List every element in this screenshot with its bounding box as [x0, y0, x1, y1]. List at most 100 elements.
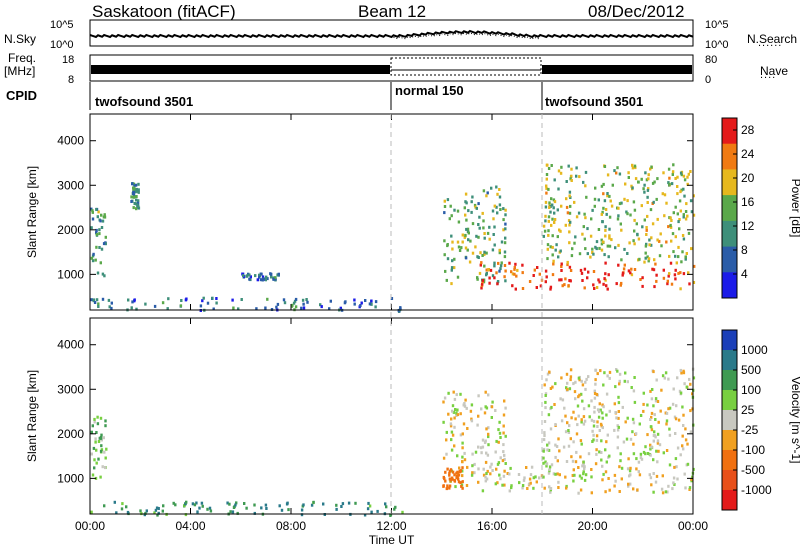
echo-cell [461, 474, 464, 478]
echo-cell [544, 205, 548, 209]
echo-cell [202, 296, 205, 300]
echo-cell [676, 185, 679, 188]
echo-cell [582, 225, 585, 229]
echo-cell [686, 182, 689, 186]
echo-cell [485, 251, 488, 255]
echo-cell [502, 207, 505, 211]
echo-cell [615, 282, 618, 286]
echo-cell [511, 284, 514, 288]
echo-cell [329, 299, 332, 303]
echo-cell [335, 507, 338, 511]
ytick-label: 3000 [57, 382, 84, 396]
echo-cell [460, 246, 463, 250]
echo-cell [672, 481, 675, 485]
echo-cell [551, 245, 554, 249]
echo-cell [594, 186, 597, 190]
echo-cell [634, 432, 638, 436]
echo-cell [453, 257, 456, 261]
freq-panel [89, 54, 694, 82]
echo-cell [551, 234, 554, 238]
echo-cell [573, 473, 576, 477]
echo-cell [667, 484, 670, 488]
echo-cell [561, 398, 565, 402]
echo-cell [631, 417, 635, 421]
echo-cell [493, 204, 496, 208]
echo-cell [665, 419, 669, 423]
echo-cell [682, 213, 685, 217]
echo-cell [606, 287, 609, 291]
echo-cell [542, 456, 545, 460]
echo-cell [601, 403, 604, 407]
echo-cell [679, 453, 682, 457]
echo-cell [674, 177, 677, 180]
echo-cell [485, 194, 488, 198]
echo-cell [496, 211, 499, 215]
colorbar-swatch [722, 272, 737, 299]
echo-cell [482, 189, 486, 193]
echo-cell [464, 213, 467, 217]
echo-cell [521, 287, 525, 290]
echo-cell [674, 268, 677, 272]
echo-cell [522, 478, 526, 482]
echo-cell [602, 282, 605, 286]
nsearch-tick-top: 10^5 [705, 19, 729, 31]
echo-cell [653, 413, 656, 417]
echo-cell [305, 298, 308, 301]
echo-cell [528, 280, 532, 283]
echo-cell [655, 273, 658, 277]
echo-cell [610, 238, 613, 242]
echo-cell [132, 182, 136, 186]
echo-cell [668, 176, 671, 180]
echo-cell [496, 282, 499, 286]
echo-cell [544, 460, 547, 464]
colorbar-label: Power [dB] [789, 179, 800, 238]
echo-cell [678, 389, 682, 393]
echo-cell [521, 263, 524, 267]
echo-cell [481, 489, 485, 493]
echo-cell [465, 484, 469, 487]
echo-cell [566, 263, 569, 267]
echo-cell [532, 486, 535, 490]
echo-cell [464, 256, 468, 260]
xtick-label: 16:00 [477, 519, 507, 533]
echo-cell [276, 302, 280, 306]
echo-cell [137, 188, 140, 192]
echo-cell [652, 458, 655, 462]
echo-cell [98, 246, 101, 249]
colorbar-tick-label: 16 [741, 195, 755, 209]
echo-cell [547, 413, 551, 417]
echo-cell [650, 411, 654, 415]
echo-cell [544, 219, 547, 223]
echo-cell [575, 432, 579, 436]
echo-cell [538, 476, 541, 480]
colorbar-tick-label: 24 [741, 147, 755, 161]
echo-cell [504, 462, 507, 465]
echo-cell [364, 299, 367, 302]
echo-cell [487, 393, 490, 397]
echo-cell [595, 438, 599, 442]
echo-cell [666, 490, 669, 494]
echo-cell [475, 206, 478, 210]
echo-cell [545, 191, 548, 195]
echo-cell [623, 263, 626, 267]
echo-cell [253, 511, 256, 515]
echo-cell [557, 169, 561, 173]
echo-cell [446, 257, 450, 261]
echo-cell [102, 242, 106, 246]
colorbar-swatch [722, 410, 737, 431]
echo-cell [245, 274, 249, 278]
echo-cell [667, 181, 670, 185]
echo-cell [544, 406, 547, 410]
echo-cell [260, 506, 263, 510]
echo-cell [600, 248, 604, 252]
echo-cell [294, 305, 298, 309]
echo-cell [137, 190, 140, 194]
echo-cell [635, 467, 638, 471]
echo-cell [385, 505, 388, 509]
echo-cell [90, 256, 94, 260]
echo-cell [568, 190, 572, 194]
echo-cell [688, 377, 691, 381]
echo-cell [617, 395, 620, 399]
echo-cell [390, 297, 394, 300]
echo-cell [673, 465, 676, 469]
